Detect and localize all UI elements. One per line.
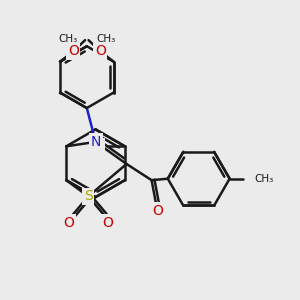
Text: O: O	[103, 216, 113, 230]
Text: F: F	[96, 139, 104, 153]
Text: O: O	[63, 216, 74, 230]
Text: S: S	[84, 189, 93, 203]
Text: N: N	[91, 135, 101, 149]
Text: O: O	[152, 204, 163, 218]
Text: O: O	[95, 44, 106, 58]
Text: CH₃: CH₃	[254, 174, 273, 184]
Text: O: O	[68, 44, 79, 58]
Text: CH₃: CH₃	[96, 34, 116, 44]
Text: CH₃: CH₃	[58, 34, 77, 44]
